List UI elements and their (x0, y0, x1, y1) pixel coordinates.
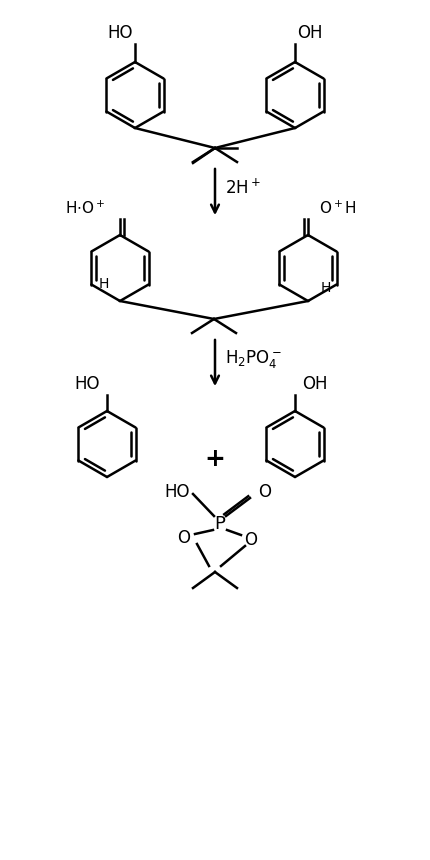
Text: H$_2$PO$_4^-$: H$_2$PO$_4^-$ (225, 348, 282, 370)
Text: O: O (258, 483, 271, 501)
Text: O: O (177, 529, 190, 547)
Text: O: O (244, 531, 257, 549)
Text: H: H (98, 278, 109, 292)
Text: +: + (205, 447, 225, 471)
Text: 2H$^+$: 2H$^+$ (225, 178, 261, 198)
Text: P: P (215, 515, 225, 533)
Text: HO: HO (165, 483, 190, 501)
Text: HO: HO (107, 24, 133, 42)
Text: OH: OH (297, 24, 323, 42)
Text: H: H (320, 281, 331, 296)
Text: H$\cdot$O$^+$: H$\cdot$O$^+$ (65, 200, 105, 217)
Text: OH: OH (302, 375, 328, 393)
Text: O$^+$H: O$^+$H (319, 200, 357, 217)
Text: HO: HO (74, 375, 100, 393)
